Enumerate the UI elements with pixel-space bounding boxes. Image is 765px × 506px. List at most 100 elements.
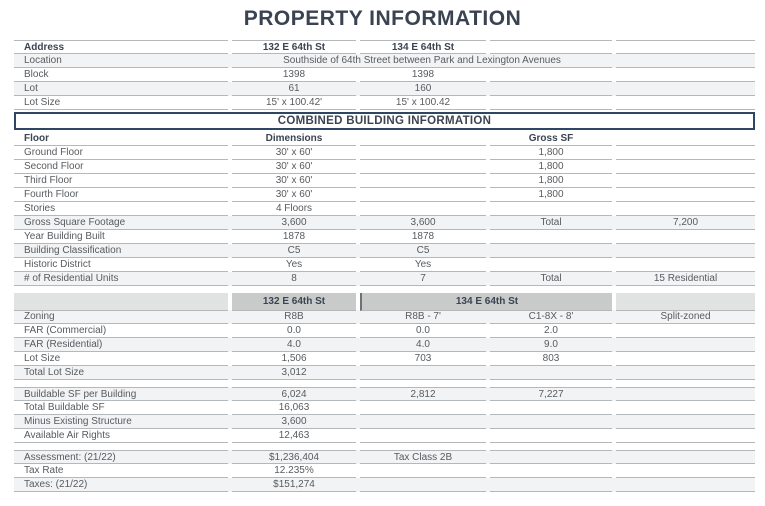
cell-value bbox=[490, 244, 612, 258]
cell-value bbox=[616, 478, 755, 492]
row-label: Gross Square Footage bbox=[14, 216, 228, 230]
cell-value bbox=[616, 415, 755, 429]
row-location: Location Southside of 64th Street between… bbox=[14, 54, 755, 68]
row-far-commercial: FAR (Commercial) 0.0 0.0 2.0 bbox=[14, 324, 755, 338]
cell-value: 4.0 bbox=[232, 338, 356, 352]
row-total-lot-size: Total Lot Size 3,012 bbox=[14, 366, 755, 380]
cell-value: 134 E 64th St bbox=[360, 40, 486, 54]
cell-value: 6,024 bbox=[232, 387, 356, 401]
row-label: Third Floor bbox=[14, 174, 228, 188]
cell-value bbox=[616, 82, 755, 96]
row-label: Floor bbox=[14, 132, 228, 146]
cell-value bbox=[490, 230, 612, 244]
cell-value: 30' x 60' bbox=[232, 146, 356, 160]
row-lot-size-zoning: Lot Size 1,506 703 803 bbox=[14, 352, 755, 366]
cell-value: R8B bbox=[232, 310, 356, 324]
combined-building-information-header: COMBINED BUILDING INFORMATION bbox=[14, 112, 755, 130]
row-ground-floor: Ground Floor 30' x 60' 1,800 bbox=[14, 146, 755, 160]
row-label: Taxes: (21/22) bbox=[14, 478, 228, 492]
cell-value bbox=[616, 387, 755, 401]
cell-value: 61 bbox=[232, 82, 356, 96]
row-label: Lot bbox=[14, 82, 228, 96]
row-label: Lot Size bbox=[14, 352, 228, 366]
cell-value: 1878 bbox=[232, 230, 356, 244]
cell-value bbox=[616, 324, 755, 338]
cell-value bbox=[616, 40, 755, 54]
cell-value bbox=[490, 401, 612, 415]
cell-value bbox=[616, 54, 755, 68]
cell-value bbox=[490, 464, 612, 478]
cell-value: 12.235% bbox=[232, 464, 356, 478]
cell-value bbox=[490, 429, 612, 443]
cell-value: 2.0 bbox=[490, 324, 612, 338]
row-label: Stories bbox=[14, 202, 228, 216]
cell-value bbox=[616, 429, 755, 443]
cell-value: C1-8X - 8' bbox=[490, 310, 612, 324]
cell-value: 3,600 bbox=[232, 415, 356, 429]
cell-value: Split-zoned bbox=[616, 310, 755, 324]
row-zoning: Zoning R8B R8B - 7' C1-8X - 8' Split-zoned bbox=[14, 310, 755, 324]
cell-value bbox=[360, 415, 486, 429]
row-label: FAR (Commercial) bbox=[14, 324, 228, 338]
cell-value bbox=[360, 174, 486, 188]
row-label: # of Residential Units bbox=[14, 272, 228, 286]
cell-value: Yes bbox=[360, 258, 486, 272]
cell-value bbox=[616, 450, 755, 464]
row-third-floor: Third Floor 30' x 60' 1,800 bbox=[14, 174, 755, 188]
cell-value: C5 bbox=[360, 244, 486, 258]
row-label: Total Lot Size bbox=[14, 366, 228, 380]
row-total-buildable-sf: Total Buildable SF 16,063 bbox=[14, 401, 755, 415]
cell-value bbox=[616, 401, 755, 415]
page-title: PROPERTY INFORMATION bbox=[243, 7, 522, 30]
cell-value bbox=[490, 478, 612, 492]
row-label: Building Classification bbox=[14, 244, 228, 258]
cell-value: Tax Class 2B bbox=[360, 450, 486, 464]
cell-value bbox=[490, 96, 612, 110]
cell-value bbox=[490, 366, 612, 380]
row-label: Second Floor bbox=[14, 160, 228, 174]
cell-value: 4.0 bbox=[360, 338, 486, 352]
cell-value bbox=[360, 188, 486, 202]
row-stories: Stories 4 Floors bbox=[14, 202, 755, 216]
row-fourth-floor: Fourth Floor 30' x 60' 1,800 bbox=[14, 188, 755, 202]
cell-value bbox=[616, 174, 755, 188]
row-lot: Lot 61 160 bbox=[14, 82, 755, 96]
cell-value: 803 bbox=[490, 352, 612, 366]
cell-value: 7,227 bbox=[490, 387, 612, 401]
row-label: Total Buildable SF bbox=[14, 401, 228, 415]
row-label: Tax Rate bbox=[14, 464, 228, 478]
cell-value: 1398 bbox=[232, 68, 356, 82]
cell-value bbox=[490, 202, 612, 216]
row-available-air-rights: Available Air Rights 12,463 bbox=[14, 429, 755, 443]
cell-value bbox=[360, 478, 486, 492]
cell-value: 3,012 bbox=[232, 366, 356, 380]
row-label: Ground Floor bbox=[14, 146, 228, 160]
cell-value bbox=[360, 160, 486, 174]
row-label: Lot Size bbox=[14, 96, 228, 110]
cell-value bbox=[616, 352, 755, 366]
cell-value: 1878 bbox=[360, 230, 486, 244]
cell-value: 30' x 60' bbox=[232, 188, 356, 202]
building-column-headers: 132 E 64th St 134 E 64th St bbox=[14, 293, 755, 311]
cell-value: 1,506 bbox=[232, 352, 356, 366]
property-table: Address 132 E 64th St 134 E 64th St Locatio… bbox=[14, 40, 755, 492]
cell-value: 2,812 bbox=[360, 387, 486, 401]
cell-value: 30' x 60' bbox=[232, 174, 356, 188]
row-year-building-built: Year Building Built 1878 1878 bbox=[14, 230, 755, 244]
cell-value bbox=[616, 68, 755, 82]
cell-value bbox=[360, 132, 486, 146]
cell-value: 1,800 bbox=[490, 188, 612, 202]
cell-value: Total bbox=[490, 216, 612, 230]
cell-value: 15' x 100.42 bbox=[360, 96, 486, 110]
row-label: Block bbox=[14, 68, 228, 82]
column-header-132-e-64th-st: 132 E 64th St bbox=[232, 293, 356, 311]
cell-value: 703 bbox=[360, 352, 486, 366]
cell-value bbox=[490, 415, 612, 429]
row-floor-header: Floor Dimensions Gross SF bbox=[14, 132, 755, 146]
row-gross-square-footage: Gross Square Footage 3,600 3,600 Total 7,200 bbox=[14, 216, 755, 230]
cell-value: 132 E 64th St bbox=[232, 40, 356, 54]
cell-value bbox=[360, 202, 486, 216]
row-tax-rate: Tax Rate 12.235% bbox=[14, 464, 755, 478]
cell-value bbox=[360, 146, 486, 160]
